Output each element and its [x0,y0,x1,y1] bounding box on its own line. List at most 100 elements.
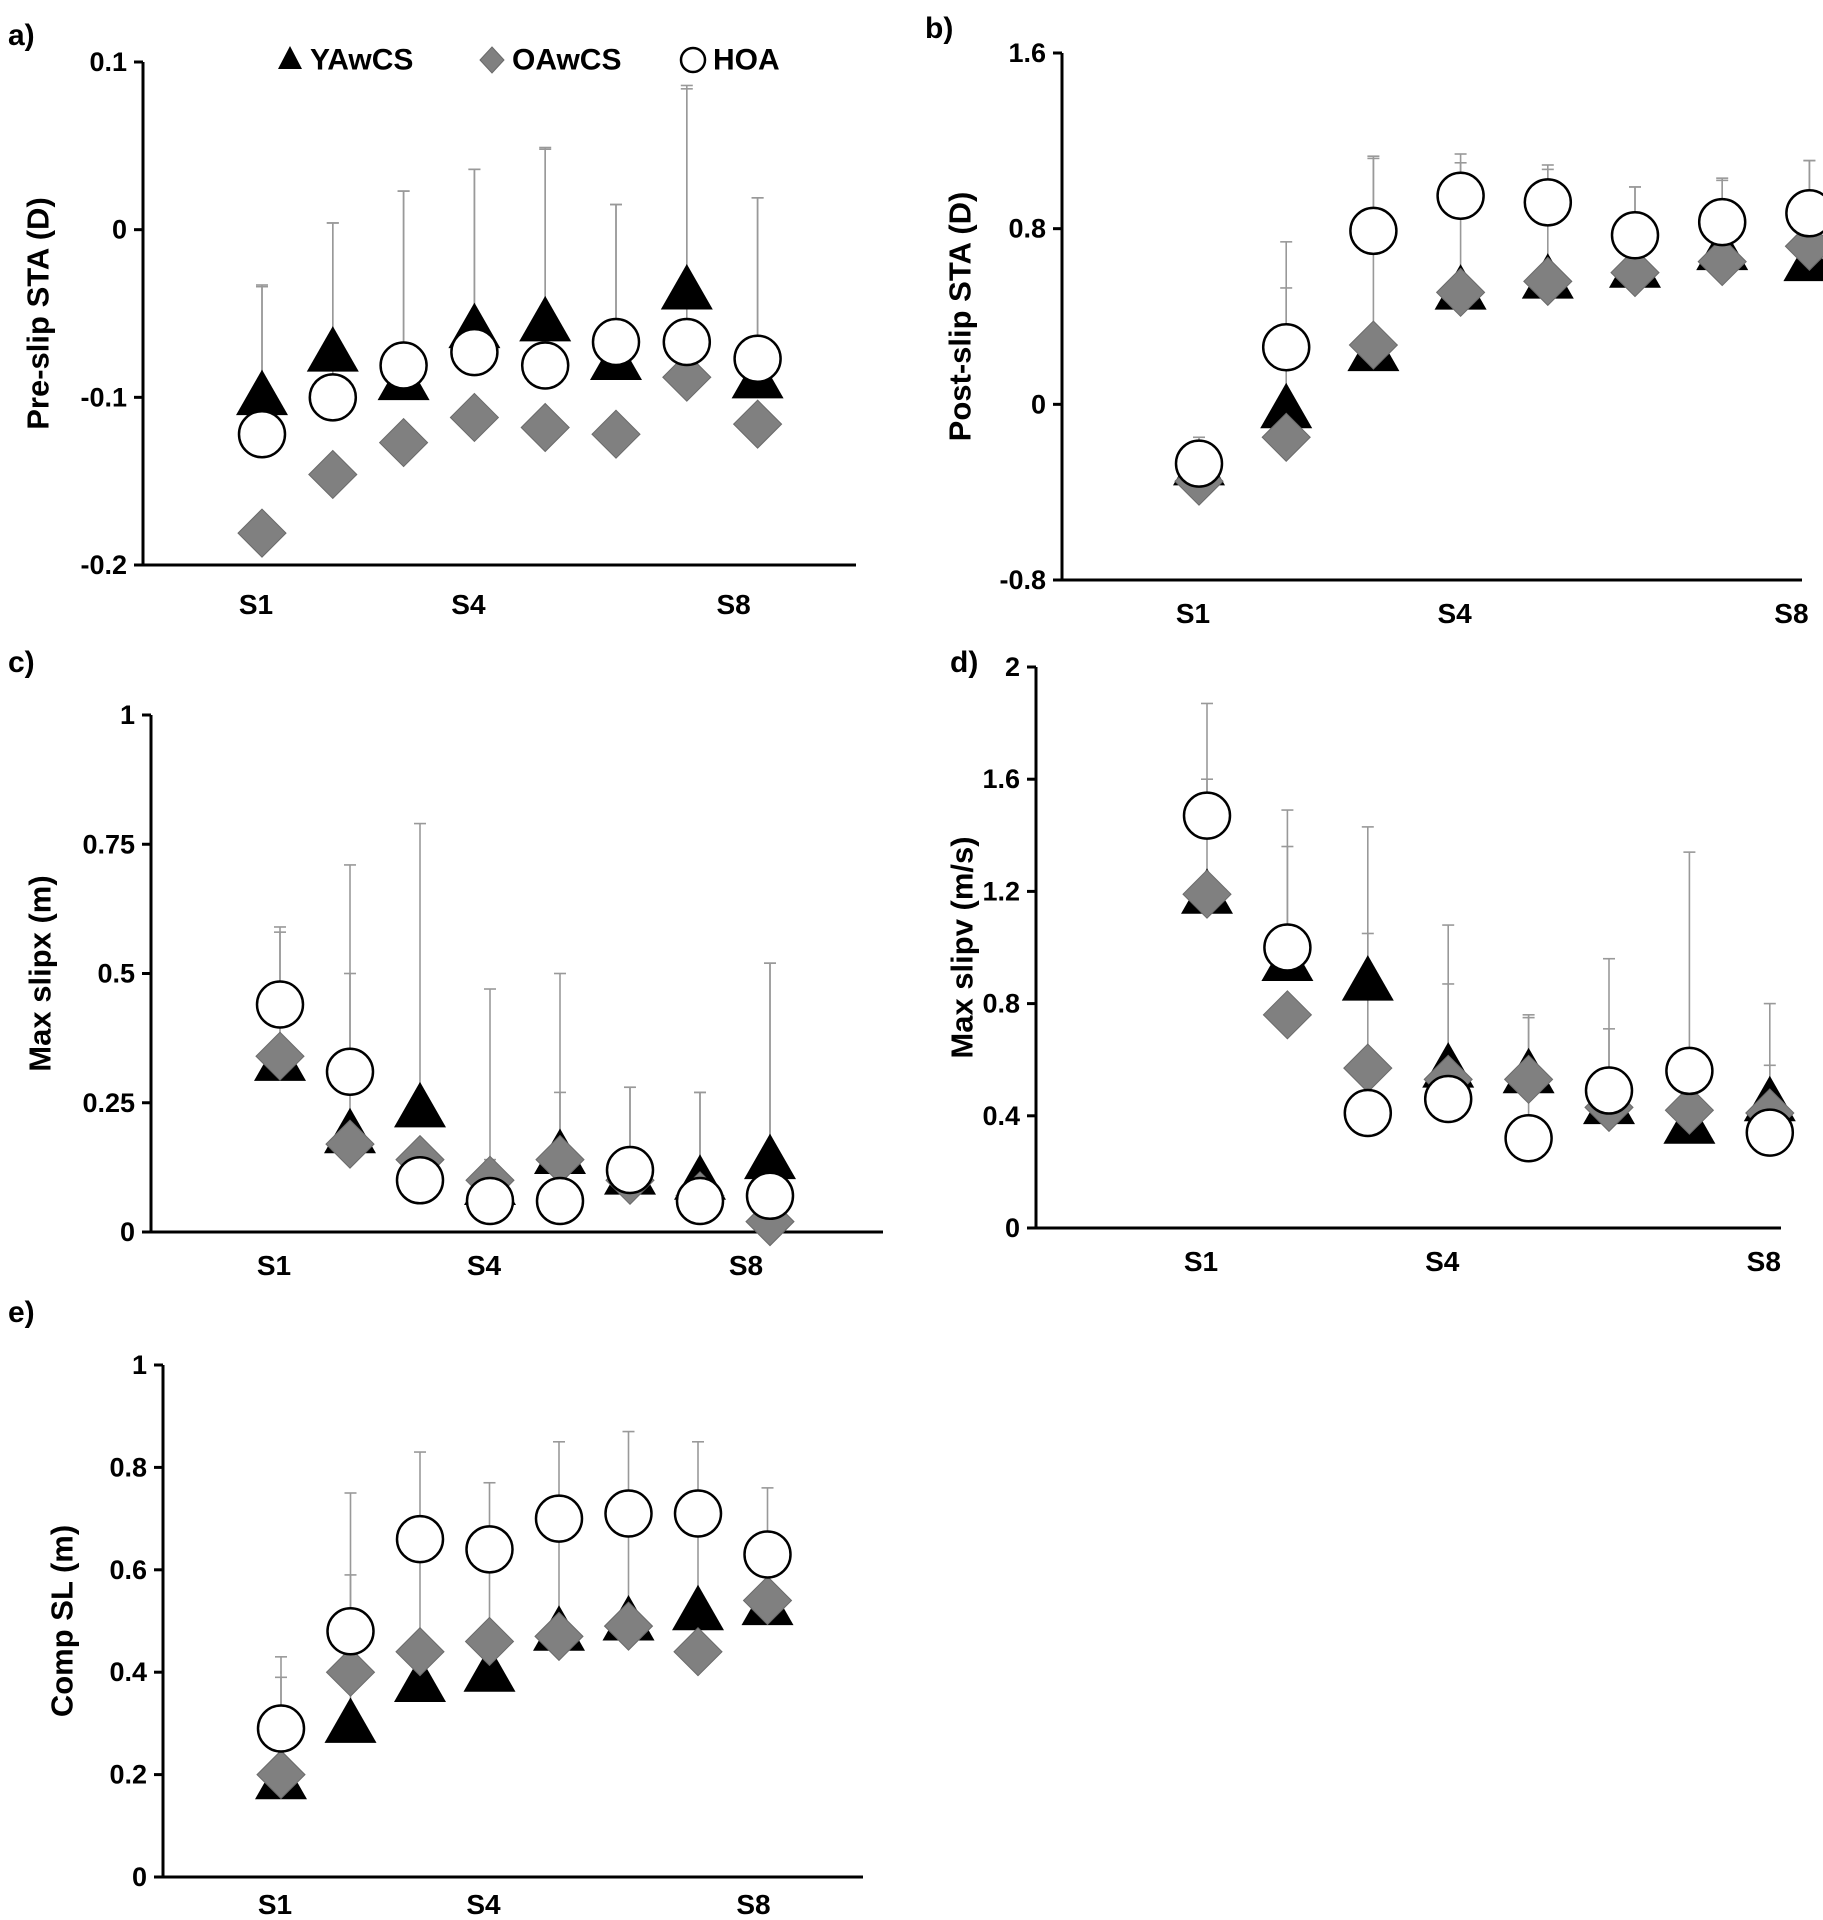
panel-label: d) [950,646,978,679]
point-YAwCS [324,1697,377,1743]
point-HOA [308,373,358,422]
y-tick-label: 0.5 [97,959,135,989]
x-tick-label: S4 [1425,1246,1460,1277]
point-HOA [1423,1074,1473,1124]
point-OAwCS [308,449,358,500]
point-YAwCS [744,1133,796,1180]
legend-label-OAwCS: OAwCS [512,44,621,77]
point-OAwCS [662,352,712,402]
point-OAwCS [325,1647,376,1697]
x-tick-label: S1 [257,1250,291,1281]
point-YAwCS [519,295,572,342]
point-HOA [743,1530,792,1579]
point-HOA [1182,791,1232,840]
y-tick-label: 0.8 [1008,214,1046,244]
y-tick-label: -0.8 [999,565,1046,595]
point-OAwCS [591,409,641,459]
x-tick-label: S8 [1774,598,1808,629]
point-OAwCS [732,399,783,449]
y-axis-label: Pre-slip STA (D) [21,197,56,430]
y-axis-label: Max slipv (m/s) [945,836,980,1058]
y-tick-label: 1.6 [1008,38,1046,68]
point-OAwCS [742,1575,793,1626]
panel-e: e) Comp SL (m) 0 0.2 0.4 0.6 0.8 1 S1 S4 S8 [8,1296,863,1920]
point-HOA [450,327,499,377]
panel-label: c) [8,646,35,679]
y-tick-label: 0.25 [82,1088,135,1118]
point-HOA [395,1514,445,1564]
point-HOA [745,1171,795,1221]
point-OAwCS [534,1611,584,1662]
point-HOA [604,1489,653,1538]
panel-a: a) Pre-slip STA (D) -0.2 -0.1 0 0.1 S1 S4 S8 [8,19,856,620]
point-OAwCS [464,1616,515,1667]
point-HOA [1504,1113,1553,1163]
point-YAwCS [1341,955,1394,1001]
point-HOA [325,1047,375,1096]
point-HOA [1261,322,1311,372]
point-HOA [520,341,570,390]
point-YAwCS [463,1646,516,1692]
panel-label: b) [925,12,953,45]
point-OAwCS [1523,256,1573,307]
y-tick-label: 2 [1005,652,1020,682]
point-HOA [255,980,305,1029]
point-OAwCS [535,1134,585,1185]
point-HOA [379,341,428,390]
x-tick-label: S8 [729,1250,763,1281]
x-tick-label: S1 [239,589,273,620]
y-tick-label: 1.2 [982,876,1020,906]
point-YAwCS [394,1081,446,1128]
point-HOA [673,1489,723,1538]
legend-diamond-icon [479,46,505,74]
x-tick-label: S4 [1437,598,1472,629]
y-tick-label: -0.2 [80,550,127,580]
legend-triangle-icon [278,46,302,69]
y-tick-label: 0 [112,215,127,245]
panel-label: a) [8,19,35,52]
x-tick-label: S8 [716,589,750,620]
y-tick-label: 0 [1005,1213,1020,1243]
point-OAwCS [1262,990,1313,1040]
point-OAwCS [1348,320,1399,370]
point-HOA [256,1704,306,1753]
point-HOA [591,317,641,367]
point-OAwCS [237,508,287,558]
point-HOA [395,1156,445,1205]
point-HOA [605,1145,655,1195]
x-tick-label: S1 [258,1889,292,1920]
y-tick-label: 0 [132,1862,147,1892]
point-HOA [535,1176,585,1226]
legend-label-HOA: HOA [713,44,780,77]
y-tick-label: 1 [120,700,135,730]
panel-label: e) [8,1296,35,1329]
point-YAwCS [306,326,359,372]
y-tick-label: 0.2 [109,1760,147,1790]
x-tick-label: S8 [736,1889,770,1920]
point-HOA [1584,1066,1634,1115]
point-HOA [465,1525,514,1574]
point-OAwCS [1503,1054,1554,1105]
point-HOA [1785,189,1823,238]
y-tick-label: 0.4 [109,1657,147,1687]
panel-c: c) Max slipx (m) 0 0.25 0.5 0.75 1 S1 S4 S8 [8,646,883,1281]
point-OAwCS [603,1601,654,1651]
y-tick-label: -0.1 [80,382,127,412]
point-HOA [1610,211,1660,260]
point-HOA [1263,923,1312,972]
point-OAwCS [255,1031,305,1081]
y-axis-label: Comp SL (m) [45,1525,80,1717]
point-YAwCS [660,264,713,310]
point-HOA [1174,439,1224,488]
point-HOA [1343,1088,1393,1138]
y-tick-label: 0.75 [82,829,135,859]
legend-circle-icon [679,46,707,74]
point-HOA [1523,178,1573,227]
panel-b: b) Post-slip STA (D) -0.8 0 0.8 1.6 S1 S4 S8 [925,12,1823,629]
point-OAwCS [1261,412,1311,462]
point-OAwCS [325,1119,375,1169]
point-HOA [534,1494,584,1543]
x-tick-label: S4 [466,1889,501,1920]
y-tick-label: 1 [132,1350,147,1380]
legend-label-YAwCS: YAwCS [310,44,413,77]
